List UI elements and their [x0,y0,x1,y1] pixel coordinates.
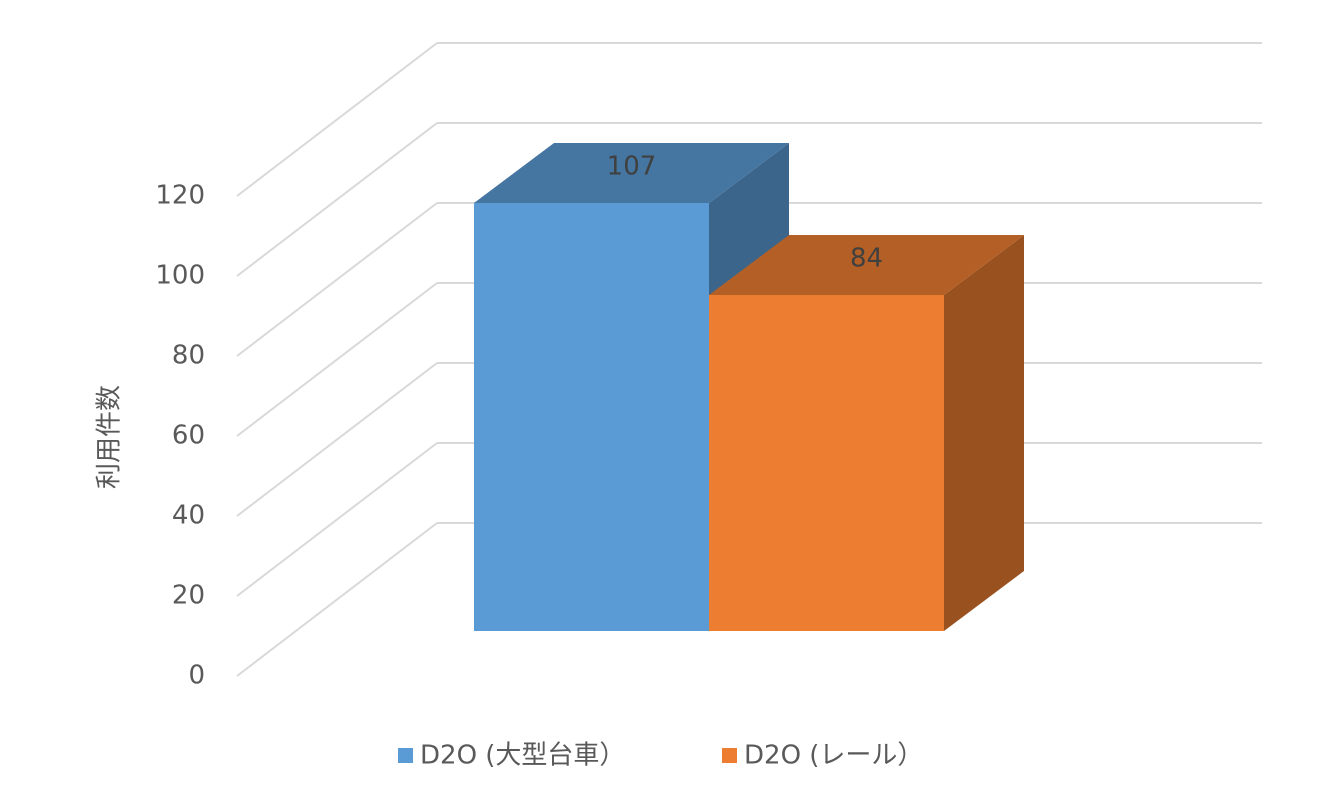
bar-top [474,143,789,203]
grid-line [236,522,438,677]
y-axis-title: 利用件数 [95,385,125,489]
legend-swatch [398,748,413,763]
grid-line [236,122,438,277]
y-tick-label: 100 [155,261,205,291]
grid-line [236,362,438,517]
legend-label: D2O (大型台車） [420,741,625,771]
bar-top [709,235,1024,295]
value-label: 107 [607,152,657,182]
y-tick-label: 40 [172,501,205,531]
bar [474,203,709,631]
grid-line [236,282,438,437]
y-tick-label: 60 [172,421,205,451]
value-label: 84 [850,244,883,274]
legend-label: D2O (レール） [744,741,923,771]
legend-swatch [722,748,737,763]
y-tick-label: 20 [172,581,205,611]
grid-line [236,442,438,597]
y-tick-label: 120 [155,181,205,211]
grid-line [236,42,438,197]
bar [709,295,944,631]
bar-side [944,235,1024,631]
y-tick-label: 0 [188,661,205,691]
y-tick-label: 80 [172,341,205,371]
grid-line [236,202,438,357]
